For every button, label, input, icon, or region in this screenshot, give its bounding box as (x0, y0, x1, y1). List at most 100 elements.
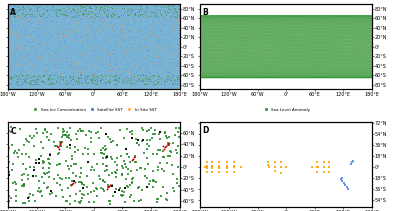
Point (84, 11, 90, 14)
Point (99, 63, 106, 66)
Point (85, 35, 91, 39)
Point (149, 29, 155, 32)
Point (44, 16, 50, 20)
Point (137, 46, 143, 49)
Point (79, 196, 86, 199)
Point (80, 11, 87, 15)
Point (104, 53, 110, 56)
Point (172, 53, 179, 56)
Point (140, 9, 147, 13)
Point (80, 47, 87, 50)
Point (102, 72, 109, 75)
Point (99, 26, 106, 29)
Point (103, 10, 109, 14)
Point (62, 35, 68, 38)
Point (28, 81, 34, 84)
Point (88, 130, 94, 133)
Point (149, 180, 156, 183)
Point (33, 74, 39, 77)
Point (20, 78, 26, 81)
Point (40, 50, 46, 54)
Point (29, 13, 35, 16)
Point (7, 67, 14, 70)
Point (89, 165, 96, 168)
Point (110, 72, 117, 75)
Point (150, 83, 156, 86)
Point (80, 39, 87, 42)
Point (13, 75, 20, 78)
Point (20, 71, 27, 74)
Point (28, 29, 34, 33)
Point (80, 53, 86, 56)
Point (111, 54, 117, 58)
Point (133, 54, 140, 57)
Point (162, 31, 169, 35)
Point (77, 189, 83, 192)
Point (147, 77, 154, 81)
Point (22, 34, 28, 37)
Point (91, 200, 97, 204)
Point (128, 49, 135, 53)
Point (120, 76, 126, 80)
Point (118, 20, 124, 23)
Point (42, 32, 49, 36)
Point (126, 39, 132, 43)
Point (6, 66, 12, 69)
Point (67, 75, 73, 78)
Point (8, 80, 15, 84)
Point (82, 74, 88, 77)
Point (34, 6, 40, 9)
Point (39, 79, 45, 83)
Point (126, 81, 133, 84)
Point (96, 48, 103, 51)
Point (64, 11, 70, 14)
Point (46, 40, 52, 43)
Point (43, 69, 49, 72)
Point (63, 200, 69, 203)
Point (314, 161, 320, 164)
Point (167, 45, 174, 48)
Point (18, 17, 25, 20)
Point (107, 51, 114, 55)
Point (96, 10, 103, 13)
Point (27, 12, 33, 16)
Point (37, 20, 43, 23)
Point (71, 8, 78, 11)
Point (122, 56, 128, 60)
Point (36, 37, 42, 40)
Point (69, 75, 76, 78)
Point (124, 18, 131, 21)
Point (167, 78, 174, 82)
Point (44, 8, 50, 12)
Point (61, 80, 68, 83)
Point (27, 40, 33, 43)
Point (51, 177, 58, 181)
Point (17, 46, 24, 49)
Point (51, 51, 58, 55)
Point (143, 50, 149, 53)
Point (30, 46, 37, 49)
Point (197, 161, 204, 164)
Point (15, 76, 21, 79)
Point (166, 73, 172, 77)
Point (11, 62, 17, 65)
Point (43, 82, 49, 85)
Point (147, 15, 153, 18)
Point (166, 39, 173, 43)
Point (104, 75, 110, 78)
Point (43, 65, 50, 68)
Point (152, 12, 158, 15)
Point (36, 32, 43, 35)
Point (25, 79, 32, 83)
Point (60, 74, 66, 77)
Point (32, 44, 38, 47)
Point (46, 157, 52, 161)
Point (71, 11, 77, 15)
Point (129, 158, 135, 162)
Point (92, 24, 98, 27)
Point (133, 27, 140, 31)
Point (154, 80, 160, 83)
Point (99, 55, 105, 59)
Point (32, 16, 39, 19)
Point (19, 33, 26, 37)
